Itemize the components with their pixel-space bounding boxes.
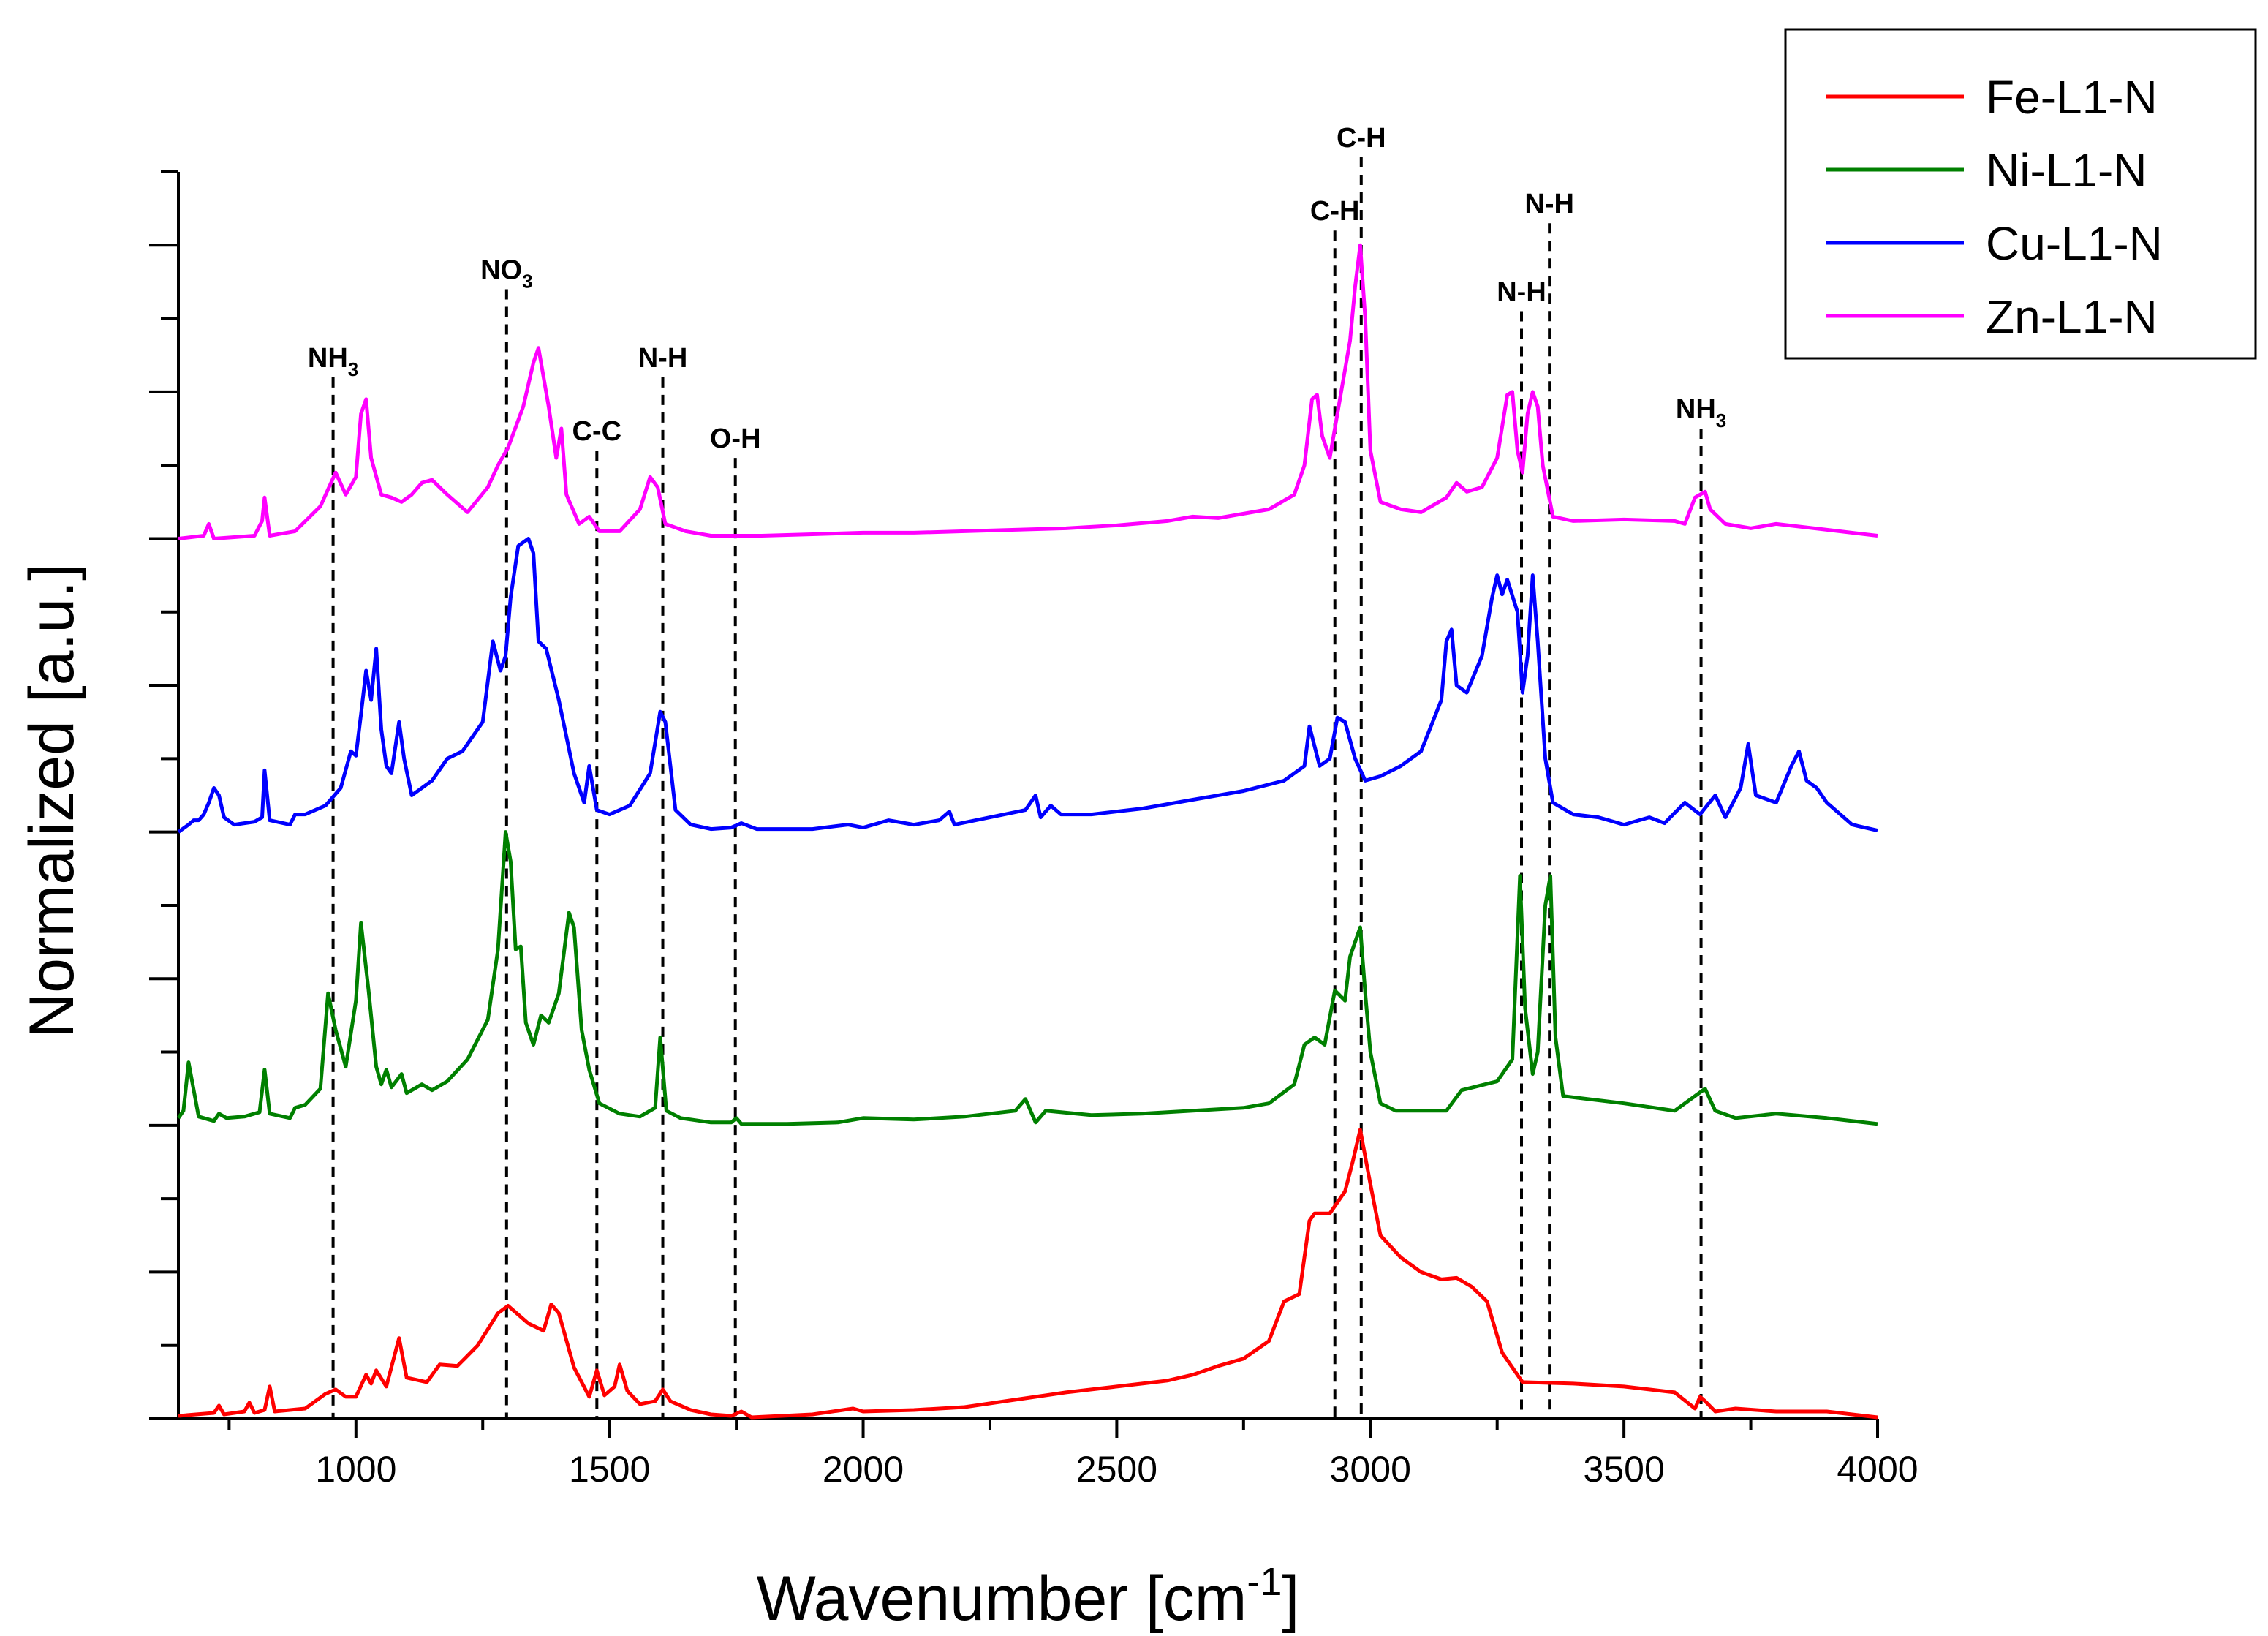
series-line-cu-l1-n xyxy=(177,537,1878,834)
axes xyxy=(177,172,1878,1420)
legend-label-fe-l1-n: Fe-L1-N xyxy=(1986,71,2158,124)
legend-box xyxy=(1784,28,2257,360)
annotation-label: N-H xyxy=(1497,277,1546,308)
x-tick-label: 1500 xyxy=(569,1449,650,1490)
y-axis-title: Normalized [a.u.] xyxy=(17,563,87,1038)
x-tick-label: 4000 xyxy=(1837,1449,1918,1490)
x-tick-label: 2500 xyxy=(1076,1449,1157,1490)
x-tick-label: 1000 xyxy=(315,1449,396,1490)
y-axis-ticks xyxy=(149,170,178,1420)
x-axis-ticks: 1000 1500 2000 2500 3000 3500 4000 xyxy=(227,1419,1919,1490)
x-tick-label: 3500 xyxy=(1584,1449,1665,1490)
annotations: NH3 NO3 C-C N-H O-H C-H C-H N-H N-H NH3 xyxy=(308,123,1726,1419)
x-axis-title: Wavenumber [cm-1] xyxy=(757,1560,1300,1634)
legend-items: Fe-L1-N Ni-L1-N Cu-L1-N Zn-L1-N xyxy=(1826,71,2163,343)
x-axis-title-end: ] xyxy=(1282,1564,1299,1634)
x-tick-label: 2000 xyxy=(823,1449,904,1490)
annotation-label: O-H xyxy=(710,423,761,454)
annotation-label: NH3 xyxy=(1676,394,1726,431)
legend: Fe-L1-N Ni-L1-N Cu-L1-N Zn-L1-N xyxy=(1784,28,2257,360)
annotation-label: N-H xyxy=(1524,189,1574,219)
x-tick-label: 3000 xyxy=(1330,1449,1411,1490)
series-group xyxy=(176,243,1878,1420)
annotation-label: NH3 xyxy=(308,343,358,380)
annotation-label: NO3 xyxy=(480,255,532,292)
annotation-label: C-C xyxy=(572,416,622,447)
legend-label-zn-l1-n: Zn-L1-N xyxy=(1986,290,2158,343)
legend-label-ni-l1-n: Ni-L1-N xyxy=(1986,144,2147,197)
series-line-ni-l1-n xyxy=(176,830,1878,1126)
legend-label-cu-l1-n: Cu-L1-N xyxy=(1986,217,2163,270)
series-line-fe-l1-n xyxy=(178,1128,1878,1420)
annotation-label: C-H xyxy=(1310,196,1360,227)
annotation-label: N-H xyxy=(638,343,688,374)
annotation-label: C-H xyxy=(1337,123,1386,154)
x-axis-title-superscript: -1 xyxy=(1247,1560,1282,1604)
series-line-zn-l1-n xyxy=(178,243,1878,540)
